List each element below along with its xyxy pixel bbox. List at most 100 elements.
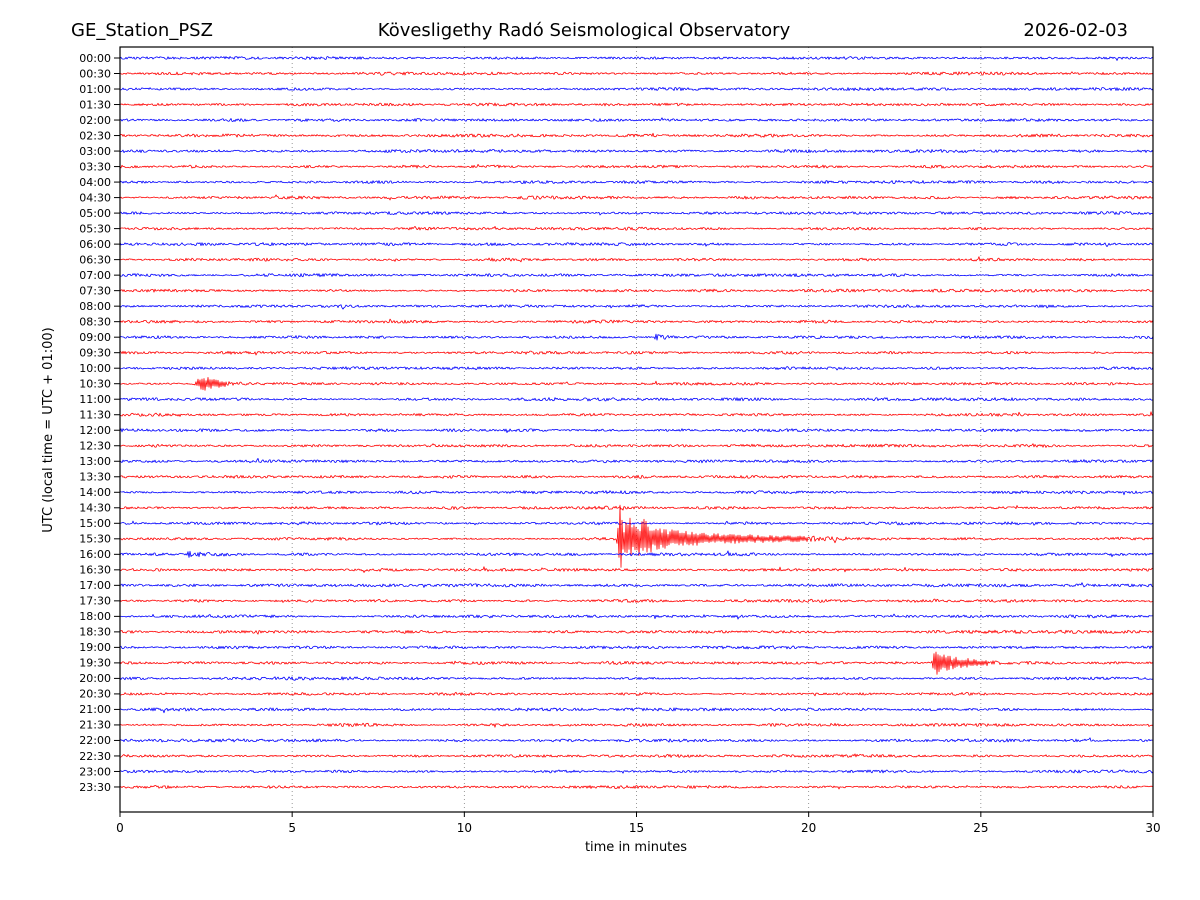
trace-row-09-30 — [119, 350, 1154, 356]
row-label: 12:30 — [79, 440, 111, 453]
trace-row-17-00 — [119, 582, 1154, 588]
row-label: 15:00 — [79, 517, 111, 530]
trace-row-12-00 — [119, 428, 1154, 433]
station-title: GE_Station_PSZ — [71, 20, 213, 41]
trace-row-13-30 — [119, 474, 1154, 479]
y-axis-ticks: 00:00 00:30 01:00 01:30 02:00 02:30 03:00 03:30… — [79, 52, 120, 794]
trace-row-03-00 — [119, 149, 1154, 154]
trace-row-10-30 — [119, 377, 1154, 391]
x-axis-label: time in minutes — [585, 840, 687, 855]
row-label: 21:00 — [79, 703, 111, 716]
trace-row-18-30 — [119, 629, 1154, 635]
row-label: 04:00 — [79, 176, 111, 189]
trace-row-00-30 — [119, 71, 1154, 76]
row-label: 07:30 — [79, 284, 111, 297]
x-tick-label: 0 — [116, 821, 124, 835]
x-tick-label: 15 — [629, 821, 644, 835]
trace-row-23-00 — [119, 769, 1154, 774]
row-label: 12:00 — [79, 424, 111, 437]
trace-row-14-30 — [119, 505, 1154, 511]
trace-row-04-30 — [119, 194, 1154, 201]
row-label: 01:30 — [79, 98, 111, 111]
row-label: 06:30 — [79, 253, 111, 266]
trace-row-16-30 — [119, 566, 1154, 573]
trace-row-09-00 — [119, 333, 1154, 341]
trace-row-02-30 — [119, 132, 1154, 138]
trace-row-01-00 — [119, 87, 1154, 91]
row-label: 13:00 — [79, 455, 111, 468]
trace-row-07-30 — [119, 288, 1154, 293]
trace-row-00-00 — [119, 56, 1154, 61]
x-tick-label: 25 — [973, 821, 988, 835]
row-label: 00:30 — [79, 67, 111, 80]
row-label: 19:30 — [79, 657, 111, 670]
trace-row-10-00 — [119, 366, 1154, 371]
trace-row-06-30 — [119, 256, 1154, 263]
trace-row-19-00 — [119, 645, 1154, 650]
row-label: 03:00 — [79, 145, 111, 158]
trace-row-06-00 — [119, 242, 1154, 247]
trace-row-14-00 — [119, 490, 1154, 496]
row-label: 05:30 — [79, 222, 111, 235]
row-label: 18:30 — [79, 626, 111, 639]
trace-row-04-00 — [119, 180, 1154, 184]
trace-row-07-00 — [119, 273, 1154, 278]
row-label: 00:00 — [79, 52, 111, 65]
x-tick-label: 20 — [801, 821, 816, 835]
row-label: 16:30 — [79, 564, 111, 577]
row-label: 15:30 — [79, 533, 111, 546]
trace-row-15-30 — [119, 504, 1154, 568]
row-label: 17:30 — [79, 595, 111, 608]
trace-row-21-00 — [120, 707, 1154, 714]
trace-row-03-30 — [119, 164, 1154, 169]
row-label: 11:00 — [79, 393, 111, 406]
trace-row-20-00 — [119, 676, 1154, 681]
trace-row-21-30 — [120, 722, 1154, 728]
x-tick-label: 5 — [288, 821, 296, 835]
row-label: 17:00 — [79, 579, 111, 592]
row-label: 03:30 — [79, 160, 111, 173]
row-label: 10:30 — [79, 378, 111, 391]
plot-frame — [119, 46, 1154, 813]
row-label: 22:30 — [79, 750, 111, 763]
row-label: 02:30 — [79, 129, 111, 142]
row-label: 21:30 — [79, 719, 111, 732]
row-label: 14:00 — [79, 486, 111, 499]
trace-row-17-30 — [119, 598, 1153, 603]
row-label: 20:00 — [79, 672, 111, 685]
date-title: 2026-02-03 — [1023, 20, 1128, 41]
row-label: 09:30 — [79, 346, 111, 359]
row-label: 10:00 — [79, 362, 111, 375]
row-label: 11:30 — [79, 409, 111, 422]
trace-row-02-00 — [119, 117, 1154, 122]
row-label: 08:30 — [79, 315, 111, 328]
x-axis-ticks: 0 5 10 15 20 25 30 — [116, 812, 1161, 835]
row-label: 22:00 — [79, 734, 111, 747]
trace-row-23-30 — [119, 785, 1154, 790]
trace-row-13-00 — [119, 458, 1154, 464]
row-label: 06:00 — [79, 238, 111, 251]
x-tick-label: 30 — [1145, 821, 1160, 835]
row-label: 18:00 — [79, 610, 111, 623]
row-label: 02:00 — [79, 114, 111, 127]
trace-row-11-30 — [119, 411, 1154, 417]
row-label: 13:30 — [79, 471, 111, 484]
trace-row-20-30 — [120, 691, 1154, 697]
trace-row-15-00 — [119, 520, 1154, 526]
trace-row-11-00 — [119, 397, 1154, 402]
row-label: 23:30 — [79, 781, 111, 794]
observatory-title: Kövesligethy Radó Seismological Observat… — [378, 20, 791, 41]
row-label: 16:00 — [79, 548, 111, 561]
trace-row-12-30 — [119, 443, 1154, 448]
trace-row-16-00 — [119, 550, 1154, 558]
row-label: 05:00 — [79, 207, 111, 220]
trace-lines — [119, 56, 1154, 790]
trace-row-18-00 — [119, 613, 1154, 620]
trace-row-05-30 — [119, 226, 1154, 231]
trace-row-01-30 — [119, 102, 1154, 107]
row-label: 04:30 — [79, 191, 111, 204]
row-label: 23:00 — [79, 765, 111, 778]
trace-row-19-30 — [119, 651, 1154, 675]
